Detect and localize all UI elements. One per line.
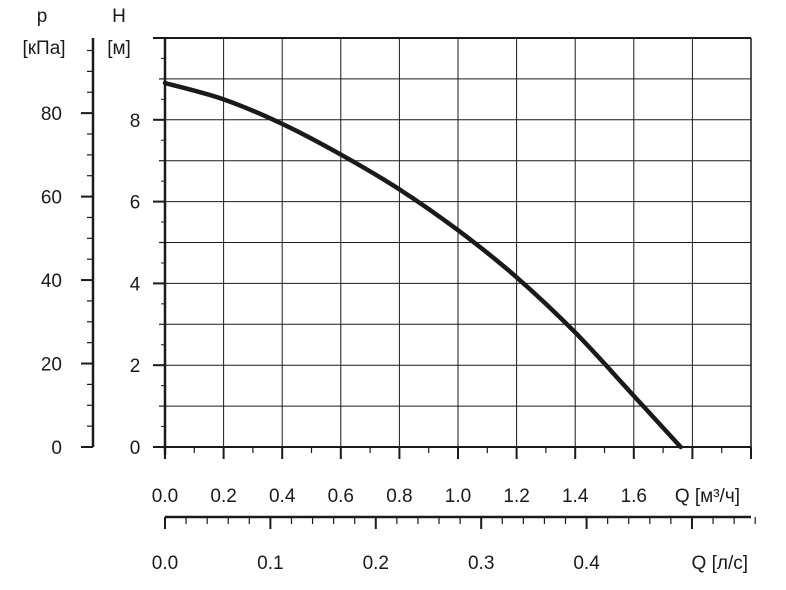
h-axis-tick-label: 2	[130, 356, 141, 377]
q-ls-axis-tick-label: 0.0	[152, 553, 178, 574]
grid	[164, 37, 752, 448]
series	[162, 80, 683, 450]
q-m3h-axis-tick-label: 0.0	[152, 486, 178, 507]
q-m3h-axis-title: Q [м³/ч]	[675, 486, 740, 507]
q-ls-axis-tick-label: 0.2	[363, 553, 389, 574]
q-m3h-axis-tick-label: 0.6	[328, 486, 354, 507]
q-m3h-axis-tick-label: 1.4	[562, 486, 589, 507]
q-ls-axis-tick-label: 0.4	[573, 553, 600, 574]
p-axis-tick-label: 0	[51, 438, 62, 459]
q-ls-axis-tick-label: 0.1	[257, 553, 283, 574]
q-m3h-axis-tick-label: 0.8	[386, 486, 412, 507]
p-axis-tick-label: 20	[41, 355, 62, 376]
axes	[81, 37, 756, 529]
q-m3h-axis-tick-label: 0.2	[210, 486, 236, 507]
p-axis-tick-label: 80	[41, 104, 62, 125]
q-ls-axis-title: Q [л/с]	[692, 553, 748, 574]
h-axis-tick-label: 4	[130, 274, 141, 295]
h-axis-tick-label: 6	[130, 193, 141, 214]
q-m3h-axis-tick-label: 1.6	[621, 486, 647, 507]
pump-curve-line	[162, 80, 683, 450]
h-axis-tick-label: 0	[130, 438, 141, 459]
h-axis-tick-label: 8	[130, 111, 141, 132]
q-m3h-axis-tick-label: 1.0	[445, 486, 471, 507]
labels: 0 2 4 6 8 H [м] 0 20 40 60 80 p [кПа] 0.0 0.2 0.4 0.6 0.8 1…	[22, 6, 748, 574]
h-axis-unit: [м]	[107, 38, 131, 59]
h-axis-title: H	[112, 6, 126, 27]
p-axis-title: p	[37, 6, 48, 27]
q-m3h-axis-tick-label: 0.4	[269, 486, 296, 507]
q-ls-axis-tick-label: 0.3	[468, 553, 494, 574]
p-axis-tick-label: 40	[41, 271, 62, 292]
p-axis-unit: [кПа]	[22, 38, 65, 59]
q-m3h-axis-tick-label: 1.2	[503, 486, 529, 507]
p-axis-tick-label: 60	[41, 188, 62, 209]
